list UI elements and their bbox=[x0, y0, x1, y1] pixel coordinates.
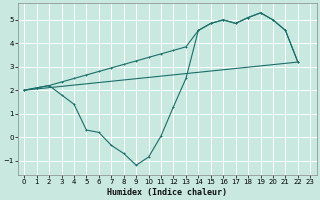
X-axis label: Humidex (Indice chaleur): Humidex (Indice chaleur) bbox=[107, 188, 227, 197]
